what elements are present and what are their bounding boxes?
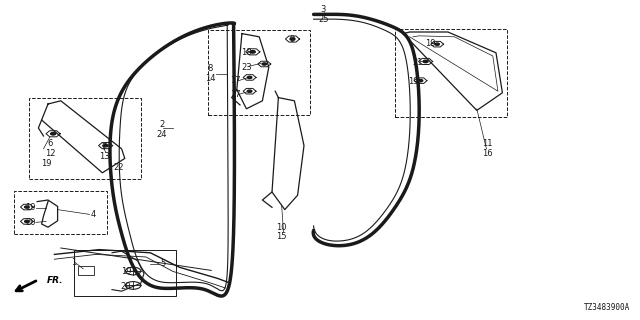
Bar (78, 266, 94, 275)
Text: TZ3483900A: TZ3483900A (584, 303, 630, 312)
Bar (395, 29, 507, 117)
Text: 20: 20 (121, 282, 131, 291)
Text: 10
15: 10 15 (276, 223, 287, 241)
Text: 8
14: 8 14 (205, 64, 215, 83)
Text: 18: 18 (241, 48, 252, 57)
Text: 19: 19 (121, 268, 131, 276)
Circle shape (262, 63, 267, 65)
Text: 3
25: 3 25 (318, 5, 328, 24)
Text: 19: 19 (41, 159, 51, 168)
Circle shape (290, 38, 295, 40)
Text: 2
24: 2 24 (157, 120, 167, 139)
Text: 4: 4 (91, 210, 96, 219)
Text: 19: 19 (425, 39, 435, 48)
Circle shape (51, 132, 56, 135)
Text: 23: 23 (241, 63, 252, 72)
Circle shape (423, 60, 428, 63)
Circle shape (103, 144, 108, 147)
Text: 19: 19 (408, 77, 419, 86)
Circle shape (248, 90, 252, 92)
Text: 5: 5 (161, 260, 166, 268)
Bar (208, 30, 310, 115)
Circle shape (250, 51, 255, 53)
Circle shape (25, 206, 29, 208)
Text: 17: 17 (230, 90, 241, 99)
Text: 22: 22 (113, 164, 124, 172)
Text: 11
16: 11 16 (483, 140, 493, 158)
Text: FR.: FR. (47, 276, 63, 285)
Text: 6
12: 6 12 (45, 140, 55, 158)
Circle shape (435, 43, 440, 45)
Text: 9: 9 (290, 36, 295, 44)
Circle shape (248, 76, 252, 78)
Text: 19: 19 (26, 204, 36, 212)
Text: 17: 17 (230, 76, 241, 85)
Bar (29, 98, 141, 179)
Text: 21: 21 (413, 58, 423, 67)
Circle shape (419, 79, 423, 82)
Circle shape (25, 220, 29, 223)
Text: 20: 20 (26, 218, 36, 227)
Bar (14, 191, 107, 234)
Text: 1: 1 (71, 258, 76, 267)
Text: 7
13: 7 13 (99, 143, 109, 161)
Bar (74, 250, 176, 296)
